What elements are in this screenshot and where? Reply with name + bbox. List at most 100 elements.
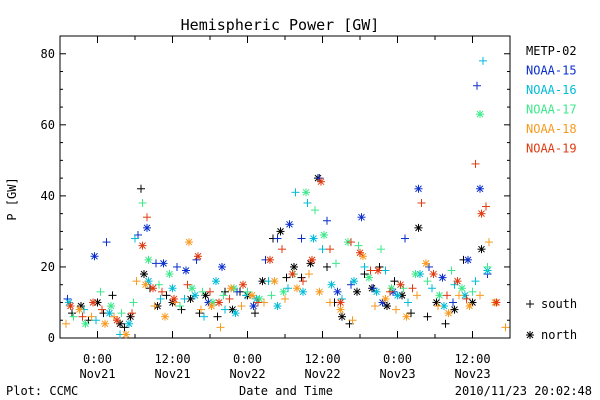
noaa-17-south-point	[377, 245, 385, 254]
noaa-19-south-point	[443, 291, 451, 300]
y-axis-label: P [GW]	[5, 177, 19, 220]
y-axis: 0 20 40 60 80	[41, 35, 510, 345]
noaa-19-south-point	[128, 309, 136, 318]
legend: METP-02 NOAA-15 NOAA-16 NOAA-17 NOAA-18 NOAA-…	[526, 44, 577, 156]
noaa-16-south-point	[291, 188, 300, 197]
noaa-16-south-point	[360, 262, 369, 271]
metp-02-south-point	[407, 309, 415, 318]
noaa-16-north-point	[372, 287, 381, 296]
noaa-17-north-point	[107, 302, 115, 311]
noaa-18-north-point	[465, 302, 474, 311]
noaa-16-north-point	[327, 280, 336, 289]
metp-02-south-point	[162, 291, 171, 300]
metp-02-south-point	[108, 291, 117, 300]
noaa-15-north-point	[476, 184, 484, 193]
noaa-16-south-point	[92, 316, 100, 325]
noaa-18-south-point	[326, 298, 334, 307]
metp-02-south-point	[251, 309, 259, 318]
noaa-15-south-point	[273, 234, 282, 243]
noaa-19-south-point	[386, 287, 394, 296]
noaa-16-south-point	[131, 234, 139, 243]
noaa-19-south-point	[225, 294, 234, 303]
noaa-16-south-point	[303, 198, 312, 207]
noaa-19-north-point	[215, 298, 223, 307]
noaa-19-north-point	[149, 284, 157, 293]
noaa-18-south-point	[305, 270, 313, 279]
noaa-16-north-point	[273, 302, 282, 311]
x-tick-time: 0:00	[83, 352, 112, 366]
metp-02-south-point	[360, 270, 369, 279]
noaa-19-north-point	[194, 252, 202, 261]
noaa-19-north-point	[308, 255, 316, 264]
noaa-17-north-point	[81, 319, 90, 328]
noaa-17-north-point	[279, 287, 288, 296]
noaa-19-north-point	[239, 280, 247, 289]
noaa-18-south-point	[197, 305, 205, 314]
metp-02-south-point	[195, 309, 204, 318]
noaa-16-south-point	[404, 298, 412, 307]
metp-02-north-point	[290, 262, 298, 271]
chart-title: Hemispheric Power [GW]	[181, 16, 380, 34]
noaa-19-south-point	[462, 294, 471, 303]
noaa-19-south-point	[143, 213, 151, 222]
noaa-19-north-point	[396, 280, 405, 289]
marker-legend-plus-icon	[526, 300, 534, 308]
noaa-19-north-point	[374, 266, 382, 275]
noaa-17-south-point	[117, 309, 126, 318]
y-tick-label: 40	[41, 189, 55, 203]
noaa-15-north-point	[464, 255, 472, 264]
noaa-17-south-point	[155, 280, 163, 289]
noaa-18-south-point	[485, 238, 493, 247]
noaa-19-south-point	[417, 198, 426, 207]
noaa-15-south-point	[473, 81, 481, 90]
noaa-19-north-point	[356, 248, 364, 257]
noaa-19-north-point	[66, 302, 75, 311]
noaa-15-south-point	[152, 259, 160, 268]
noaa-15-north-point	[159, 259, 168, 268]
noaa-15-north-point	[357, 213, 366, 222]
noaa-16-north-point	[231, 309, 240, 318]
noaa-18-north-point	[422, 259, 430, 268]
noaa-19-south-point	[78, 312, 87, 321]
noaa-17-south-point	[243, 287, 252, 296]
x-tick-date: Nov22	[304, 367, 340, 381]
metp-02-north-point	[477, 245, 486, 254]
metp-02-north-point	[450, 305, 459, 314]
noaa-19-south-point	[326, 245, 334, 254]
noaa-18-south-point	[455, 291, 463, 300]
noaa-17-north-point	[476, 110, 484, 119]
noaa-17-north-point	[255, 294, 264, 303]
y-tick-label: 20	[41, 260, 55, 274]
noaa-18-south-point	[237, 302, 246, 311]
noaa-19-north-point	[429, 270, 438, 279]
noaa-18-north-point	[141, 280, 150, 289]
noaa-18-south-point	[150, 302, 159, 311]
legend-entry: METP-02	[526, 44, 577, 58]
noaa-17-south-point	[219, 291, 228, 300]
metp-02-south-point	[120, 323, 129, 332]
x-tick-date: Nov23	[379, 367, 415, 381]
noaa-18-south-point	[371, 302, 379, 311]
noaa-18-north-point	[185, 238, 193, 247]
noaa-17-south-point	[176, 302, 184, 311]
noaa-17-north-point	[302, 188, 310, 197]
noaa-19-north-point	[138, 241, 147, 250]
noaa-18-south-point	[434, 302, 442, 311]
noaa-15-north-point	[90, 252, 99, 261]
noaa-18-south-point	[476, 291, 484, 300]
noaa-18-north-point	[402, 312, 411, 321]
noaa-16-south-point	[318, 245, 327, 254]
noaa-18-south-point	[348, 316, 357, 325]
noaa-18-south-point	[281, 294, 289, 303]
noaa-19-north-point	[336, 298, 345, 307]
noaa-19-north-point	[113, 316, 121, 325]
metp-02-south-point	[297, 273, 306, 282]
x-axis-label: Date and Time	[239, 384, 333, 398]
noaa-18-north-point	[122, 330, 130, 339]
noaa-19-south-point	[206, 287, 214, 296]
noaa-15-north-point	[414, 184, 423, 193]
noaa-16-north-point	[125, 319, 133, 328]
noaa-19-south-point	[158, 287, 166, 296]
noaa-15-south-point	[449, 298, 457, 307]
